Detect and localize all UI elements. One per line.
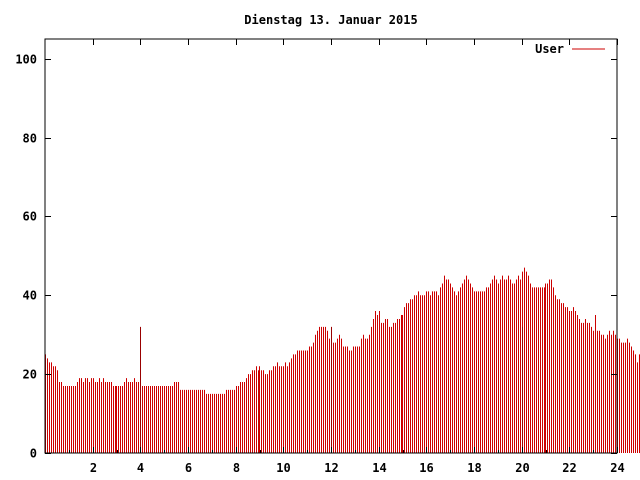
bar-series-user: [45, 267, 640, 453]
x-tick-label: 8: [233, 461, 240, 475]
x-tick-label: 4: [137, 461, 144, 475]
x-tick-label: 18: [467, 461, 481, 475]
x-tick-label: 20: [515, 461, 529, 475]
x-tick-label: 22: [562, 461, 576, 475]
y-tick-label: 40: [23, 289, 37, 303]
y-tick-label: 80: [23, 132, 37, 146]
y-tick-label: 100: [15, 53, 37, 67]
x-tick-label: 16: [419, 461, 433, 475]
legend-label-user: User: [535, 42, 564, 56]
y-axis: 0 20 40 60 80 100: [15, 53, 617, 461]
chart-title: Dienstag 13. Januar 2015: [244, 13, 417, 27]
x-axis: 2 4 6 8 10 12 14 16 18 20 22 24: [69, 39, 625, 475]
legend: User: [535, 42, 605, 56]
y-tick-label: 0: [30, 447, 37, 461]
x-tick-label: 12: [324, 461, 338, 475]
x-tick-label: 10: [276, 461, 290, 475]
x-tick-label: 24: [610, 461, 624, 475]
y-tick-label: 20: [23, 368, 37, 382]
x-tick-label: 2: [90, 461, 97, 475]
x-tick-label: 6: [185, 461, 192, 475]
vertical-marker-lines: [140, 326, 523, 453]
y-tick-label: 60: [23, 210, 37, 224]
x-tick-label: 14: [372, 461, 386, 475]
